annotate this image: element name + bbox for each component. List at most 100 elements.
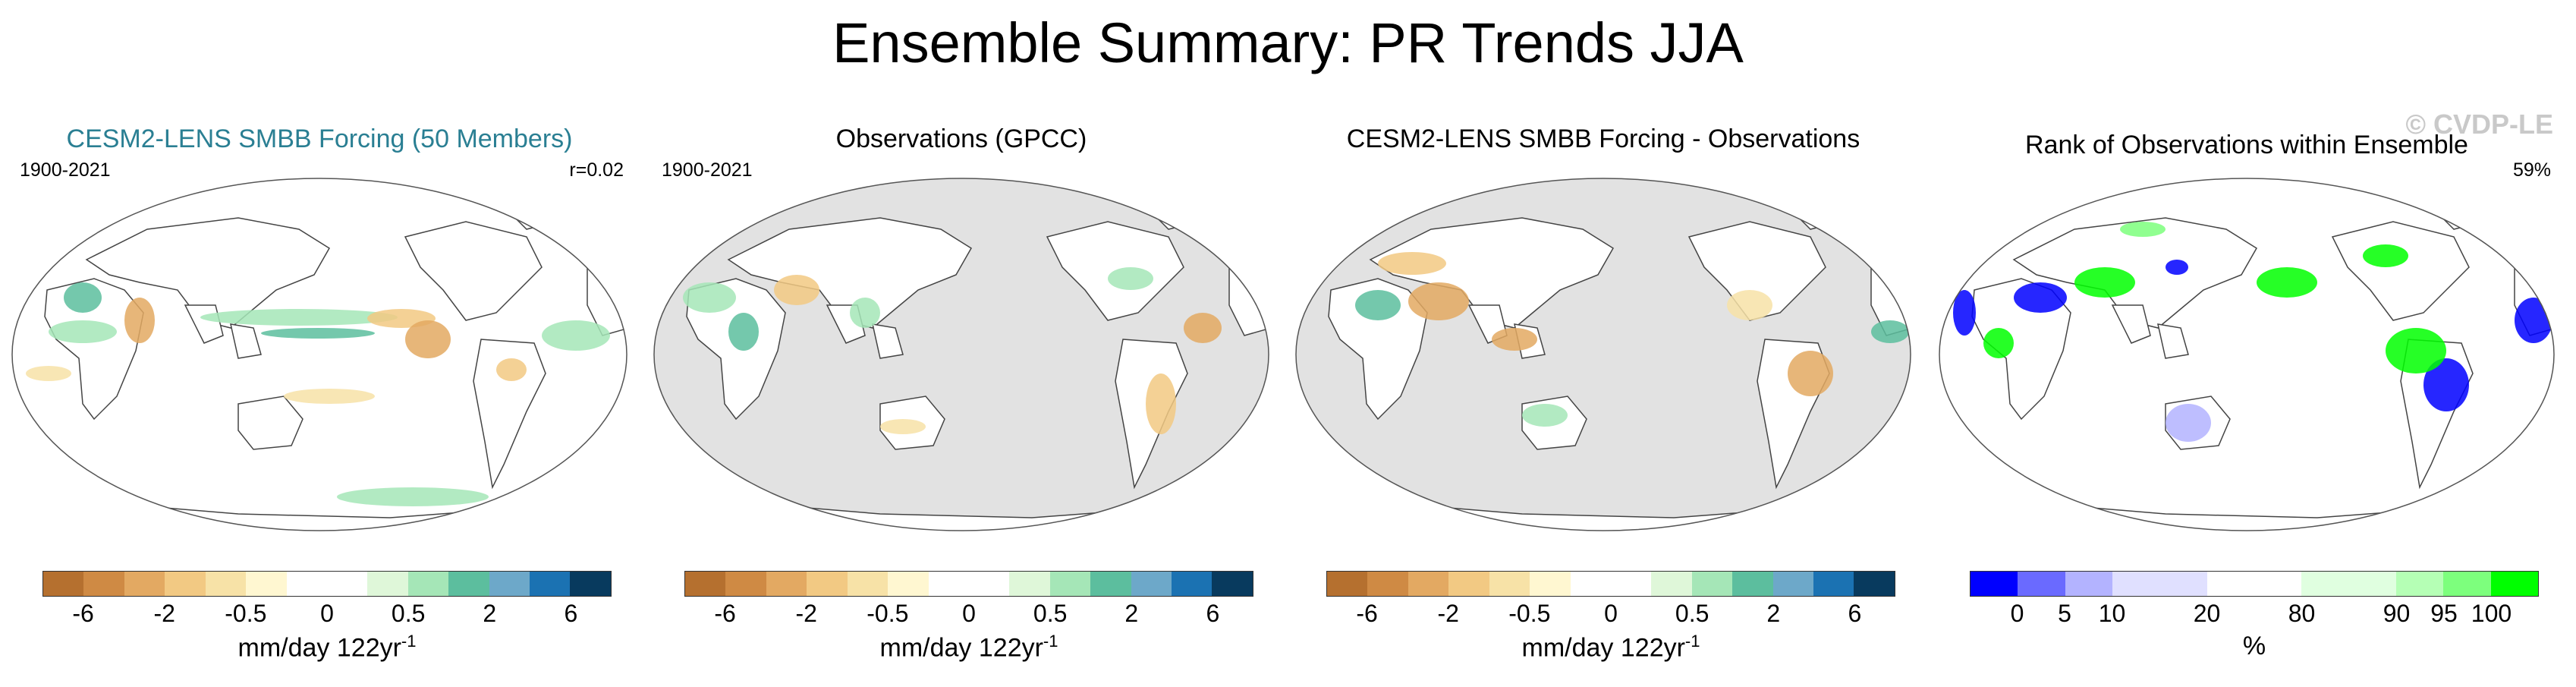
trend-patch bbox=[1355, 290, 1401, 320]
colorbar-tick-label: 0 bbox=[320, 600, 334, 627]
colorbar-swatch bbox=[807, 572, 848, 596]
map-model bbox=[11, 178, 627, 531]
trend-patch bbox=[2515, 298, 2552, 343]
colorbar-tick-label: 100 bbox=[2471, 600, 2512, 627]
land-outline bbox=[85, 217, 331, 329]
colorbar-swatch bbox=[2395, 572, 2444, 596]
trend-patch bbox=[542, 320, 610, 351]
colorbar-swatch bbox=[1009, 572, 1050, 596]
colorbar-tick-label: 90 bbox=[2383, 600, 2411, 627]
colorbar-label: mm/day 122yr-1 bbox=[879, 632, 1058, 663]
colorbar-ticks: 0 5 10 20 80 90 95 100 bbox=[1970, 600, 2539, 630]
colorbar-tick-label: -6 bbox=[72, 600, 94, 627]
trend-patch bbox=[2423, 358, 2469, 411]
colorbar-tick-label: 0.5 bbox=[1033, 600, 1068, 627]
colorbar-swatch bbox=[1772, 572, 1814, 596]
colorbar-swatch bbox=[1131, 572, 1172, 596]
colorbar-swatch bbox=[407, 572, 449, 596]
colorbar-swatch bbox=[570, 572, 611, 596]
colorbar-label: mm/day 122yr-1 bbox=[1521, 632, 1700, 663]
colorbar-tick-label: 0 bbox=[962, 600, 976, 627]
trend-patch bbox=[2014, 282, 2067, 313]
correlation-label: r=0.02 bbox=[569, 159, 624, 181]
colorbar-label: % bbox=[2242, 632, 2266, 660]
colorbar-swatch bbox=[2301, 572, 2349, 596]
colorbar-swatch bbox=[1090, 572, 1131, 596]
colorbar-tick-label: 0 bbox=[1604, 600, 1618, 627]
trend-patch bbox=[1727, 290, 1772, 320]
trend-patch bbox=[1146, 373, 1176, 434]
trend-patch bbox=[26, 366, 71, 381]
colorbar-swatch bbox=[2018, 572, 2065, 596]
colorbar-ticks: -6 -2 -0.5 0 0.5 2 6 bbox=[42, 600, 612, 630]
period-label: 1900-2021 bbox=[20, 159, 111, 181]
colorbar-swatch bbox=[1854, 572, 1895, 596]
land-outline bbox=[826, 304, 904, 359]
colorbar-tick-label: 6 bbox=[1206, 600, 1220, 627]
trend-patch bbox=[1871, 320, 1909, 343]
colorbar-swatch bbox=[1610, 572, 1652, 596]
trend-patch bbox=[1788, 351, 1833, 396]
colorbar-swatch bbox=[2348, 572, 2396, 596]
colorbar-swatch bbox=[2490, 572, 2538, 596]
trend-patch bbox=[880, 419, 926, 434]
colorbar-tick-label: -0.5 bbox=[1508, 600, 1551, 627]
colorbar-swatch bbox=[1570, 572, 1611, 596]
colorbar-tick-label: 5 bbox=[2058, 600, 2071, 627]
period-label: 1900-2021 bbox=[662, 159, 753, 181]
colorbar-swatch bbox=[1732, 572, 1773, 596]
colorbar-tick-label: 0.5 bbox=[1675, 600, 1709, 627]
colorbar-tick-label: -2 bbox=[795, 600, 817, 627]
colorbar-swatch bbox=[847, 572, 889, 596]
colorbar-swatch bbox=[2254, 572, 2302, 596]
trend-colorbar bbox=[42, 571, 612, 597]
colorbar-swatch bbox=[165, 572, 206, 596]
land-outline bbox=[473, 339, 546, 490]
colorbar-swatch bbox=[888, 572, 929, 596]
colorbar-swatch bbox=[1049, 572, 1091, 596]
trend-colorbar bbox=[684, 571, 1253, 597]
land-outline bbox=[1328, 278, 1428, 421]
colorbar-label: mm/day 122yr-1 bbox=[237, 632, 417, 663]
colorbar-swatch bbox=[1327, 572, 1368, 596]
colorbar-swatch bbox=[1813, 572, 1854, 596]
land-outline bbox=[686, 278, 786, 421]
colorbar-swatch bbox=[205, 572, 247, 596]
colorbar-tick-label: 6 bbox=[564, 600, 578, 627]
colorbar-swatch bbox=[83, 572, 124, 596]
trend-patch bbox=[2257, 267, 2317, 298]
trend-patch bbox=[2166, 260, 2188, 275]
colorbar-tick-label: 2 bbox=[483, 600, 497, 627]
panel-title: CESM2-LENS SMBB Forcing - Observations bbox=[1346, 124, 1860, 153]
trend-patch bbox=[1378, 252, 1446, 275]
colorbar-swatch bbox=[2112, 572, 2160, 596]
colorbar-tick-label: -2 bbox=[1437, 600, 1459, 627]
land-outline bbox=[2111, 304, 2189, 359]
trend-patch bbox=[124, 298, 155, 343]
main-title: Ensemble Summary: PR Trends JJA bbox=[832, 11, 1744, 74]
panel-difference: CESM2-LENS SMBB Forcing - Observations -… bbox=[1288, 114, 1918, 676]
colorbar-swatch bbox=[530, 572, 571, 596]
colorbar-tick-label: -0.5 bbox=[225, 600, 267, 627]
colorbar-swatch bbox=[246, 572, 287, 596]
trend-patch bbox=[64, 282, 102, 313]
colorbar-swatch bbox=[1651, 572, 1692, 596]
trend-patch bbox=[2074, 267, 2135, 298]
map-border bbox=[653, 178, 1269, 531]
trend-patch bbox=[1983, 328, 2014, 358]
colorbar-tick-label: -6 bbox=[714, 600, 736, 627]
colorbar-swatch bbox=[2065, 572, 2112, 596]
trend-patch bbox=[261, 328, 375, 339]
colorbar-tick-label: 20 bbox=[2193, 600, 2221, 627]
colorbar-tick-label: 2 bbox=[1124, 600, 1139, 627]
map-border bbox=[1939, 178, 2555, 531]
colorbar-swatch bbox=[448, 572, 489, 596]
colorbar-tick-label: 10 bbox=[2098, 600, 2126, 627]
colorbar-swatch bbox=[489, 572, 530, 596]
colorbar-swatch bbox=[766, 572, 807, 596]
colorbar-swatch bbox=[286, 572, 327, 596]
colorbar-swatch bbox=[1489, 572, 1530, 596]
trend-patch bbox=[683, 282, 736, 313]
colorbar-ticks: -6 -2 -0.5 0 0.5 2 6 bbox=[1326, 600, 1895, 630]
trend-patch bbox=[728, 313, 759, 351]
